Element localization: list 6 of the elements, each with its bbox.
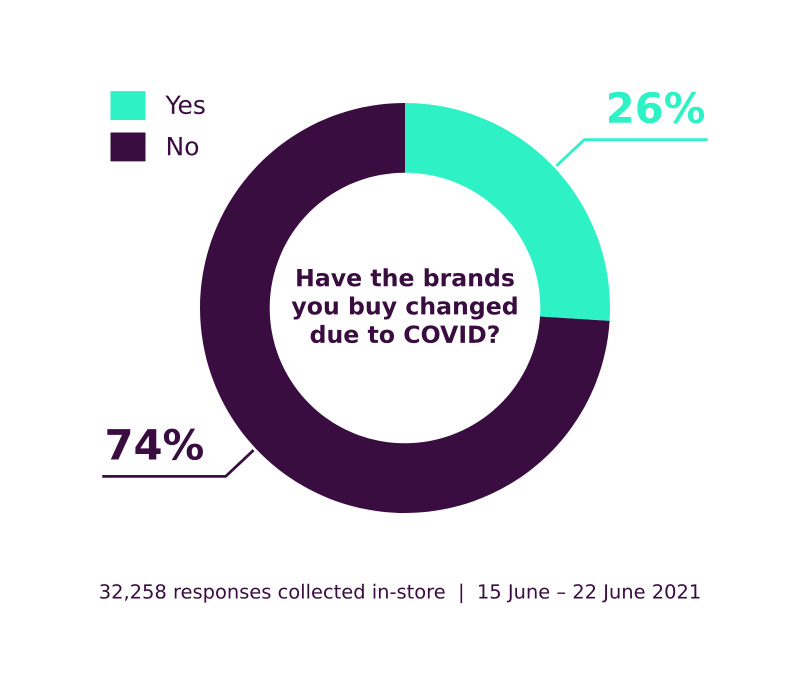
legend-label: Yes: [165, 96, 205, 114]
data-label: 26%: [609, 92, 704, 124]
data-label: 74%: [107, 428, 203, 460]
legend-label: No: [168, 137, 198, 156]
text: 32,258 responses collected in-store | 15 June – 22 June 2021: [100, 584, 700, 604]
text: Have the brands you buy changed due to COVID?: [292, 268, 517, 344]
